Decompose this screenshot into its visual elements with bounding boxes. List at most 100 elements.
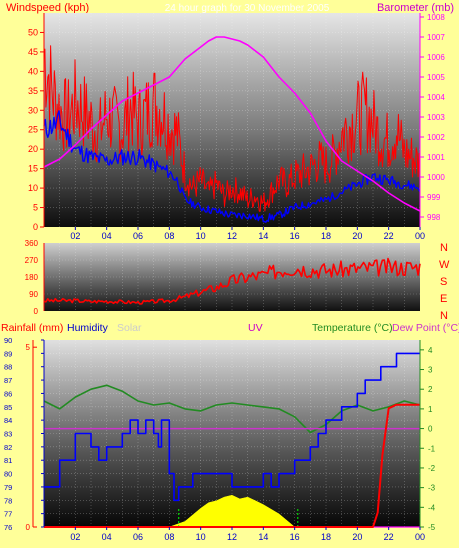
humidity-tick-label: 82 [4,443,12,452]
temp-tick-label: -2 [428,464,436,473]
barometer-axis-title: Barometer (mb) [377,2,454,14]
direction-axes: 0 90 180 270 360 [25,239,45,316]
x-tick-label: 10 [196,231,206,241]
temp-tick-label: 4 [428,346,433,355]
humidity-tick-label: 86 [4,389,12,398]
gust-line [43,110,421,223]
baro-tick-label: 1003 [427,113,445,122]
baro-tick-label: 1001 [427,153,445,162]
compass-n-top: N [440,242,448,254]
wind-tick-label: 5 [33,203,38,213]
baro-tick-label: 1005 [427,73,445,82]
x-tick-label: 20 [352,231,362,241]
bottom-legend: Rainfall (mm) Humidity Solar UV Temperat… [1,322,459,334]
wind-tick-label: 50 [28,27,38,37]
barometer-line [43,36,421,212]
baro-tick-label: 1000 [427,173,445,182]
x-tick-label: 04 [102,231,112,241]
wind-tick-label: 10 [28,183,38,193]
baro-tick-label: 1002 [427,133,445,142]
humidity-tick-label: 77 [4,510,12,519]
direction-tick-label: 90 [29,290,38,299]
x-tick-label: 06 [133,532,143,542]
humidity-tick-label: 76 [4,523,12,532]
rain-tick-label: 5 [26,343,31,352]
x-tick-label: 14 [258,532,268,542]
x-tick-label: 20 [352,532,362,542]
direction-tick-label: 270 [25,256,39,265]
bottom-axes: 0 5 76 77 78 79 80 81 82 83 84 85 86 87 88 89 90 -5 -4 -3 -2… [4,336,436,542]
baro-tick-label: 998 [427,213,441,222]
direction-grid [44,243,420,311]
humidity-tick-label: 90 [4,336,12,345]
temp-tick-label: -4 [428,503,436,512]
wind-tick-label: 0 [33,222,38,232]
wind-series-group [43,36,421,223]
compass-e: E [440,293,447,305]
wind-tick-label: 45 [28,47,38,57]
compass-labels: N W S E N [439,242,450,322]
humidity-tick-label: 84 [4,416,12,425]
x-tick-label: 18 [321,231,331,241]
baro-tick-label: 1006 [427,53,445,62]
graph-title: 24 hour graph for 30 November 2005 [165,3,330,14]
humidity-tick-label: 81 [4,456,12,465]
temp-tick-label: 0 [428,425,433,434]
baro-tick-label: 1004 [427,93,445,102]
temp-tick-label: -3 [428,484,436,493]
direction-tick-label: 360 [25,239,39,248]
x-tick-label: 02 [70,231,80,241]
x-tick-label: 22 [384,231,394,241]
wind-axes: 0510152025303540455099899910001001100210… [28,13,445,241]
x-tick-label: 12 [227,532,237,542]
x-tick-label: 16 [290,231,300,241]
humidity-tick-label: 83 [4,430,12,439]
temp-tick-label: -1 [428,444,436,453]
x-tick-label: 02 [70,532,80,542]
humidity-tick-label: 78 [4,496,12,505]
humidity-tick-label: 79 [4,483,12,492]
compass-w: W [439,259,450,271]
direction-tick-label: 180 [25,273,39,282]
temp-tick-label: 2 [428,385,433,394]
direction-line [43,257,421,305]
legend-uv: UV [248,322,263,334]
wind-tick-label: 30 [28,105,38,115]
x-tick-label: 12 [227,231,237,241]
x-tick-label: 16 [290,532,300,542]
x-tick-label: 08 [164,532,174,542]
solar-area [169,494,296,528]
baro-tick-label: 999 [427,193,441,202]
legend-humidity: Humidity [67,322,109,334]
baro-tick-label: 1007 [427,33,445,42]
compass-s: S [440,276,447,288]
x-tick-label: 18 [321,532,331,542]
x-tick-label: 10 [196,532,206,542]
humidity-tick-label: 89 [4,349,12,358]
direction-tick-label: 0 [34,307,39,316]
legend-rainfall: Rainfall (mm) [1,322,63,334]
rainfall-line [44,403,420,528]
x-tick-label: 22 [384,532,394,542]
wind-tick-label: 25 [28,125,38,135]
humidity-line [44,352,420,502]
baro-tick-label: 1008 [427,13,445,22]
legend-temperature: Temperature (°C) [312,322,393,334]
temp-tick-label: 3 [428,366,433,375]
windspeed-line [43,45,421,212]
humidity-tick-label: 87 [4,376,12,385]
legend-dewpoint: Dew Point (°C) [392,322,459,334]
humidity-tick-label: 85 [4,403,12,412]
direction-series-group [43,257,421,305]
x-tick-label: 00 [415,532,425,542]
x-tick-label: 06 [133,231,143,241]
windspeed-axis-title: Windspeed (kph) [6,2,89,14]
compass-n-bottom: N [440,310,448,322]
wind-tick-label: 15 [28,164,38,174]
humidity-tick-label: 80 [4,470,12,479]
temp-tick-label: 1 [428,405,433,414]
wind-tick-label: 20 [28,144,38,154]
wind-tick-label: 35 [28,86,38,96]
